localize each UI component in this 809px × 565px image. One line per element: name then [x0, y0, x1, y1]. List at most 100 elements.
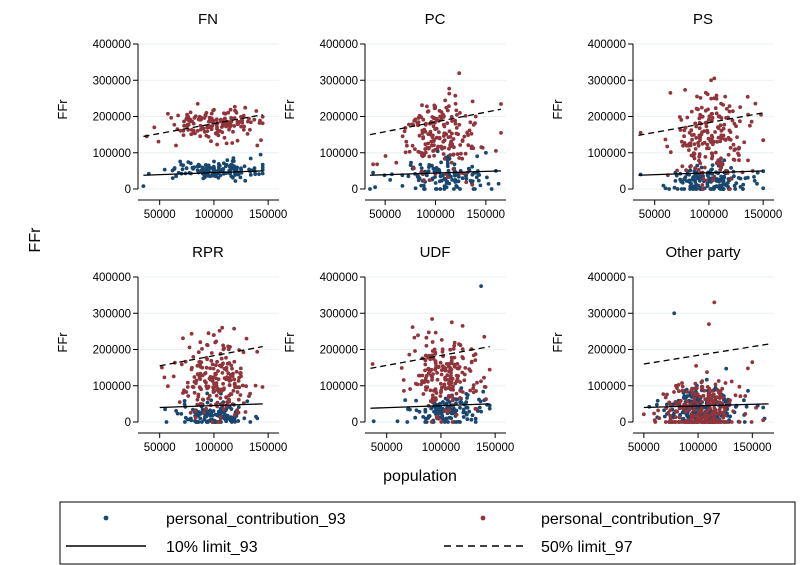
x-tick-label: 100000 [195, 209, 233, 221]
point-personal-contribution-97 [198, 365, 203, 369]
point-personal-contribution-93 [164, 420, 169, 424]
point-personal-contribution-97 [704, 416, 709, 421]
point-personal-contribution-93 [436, 167, 441, 172]
point-personal-contribution-97 [191, 131, 196, 136]
point-personal-contribution-93 [447, 156, 452, 161]
point-personal-contribution-97 [428, 388, 433, 393]
point-personal-contribution-97 [405, 143, 409, 148]
point-personal-contribution-93 [406, 174, 411, 179]
point-personal-contribution-93 [704, 377, 709, 382]
point-personal-contribution-97 [232, 377, 237, 382]
y-tick-label: 0 [620, 184, 626, 196]
point-personal-contribution-97 [248, 127, 252, 132]
point-personal-contribution-97 [208, 377, 213, 382]
point-personal-contribution-97 [221, 343, 226, 348]
point-personal-contribution-97 [426, 379, 430, 384]
point-personal-contribution-97 [226, 110, 231, 115]
point-personal-contribution-93 [248, 173, 253, 177]
point-personal-contribution-97 [716, 158, 721, 163]
point-personal-contribution-97 [710, 142, 715, 147]
point-personal-contribution-97 [499, 131, 503, 135]
y-tick-label: 200000 [588, 345, 626, 357]
point-personal-contribution-97 [229, 115, 234, 120]
point-personal-contribution-93 [442, 187, 447, 191]
point-personal-contribution-97 [451, 167, 456, 171]
point-personal-contribution-97 [243, 410, 248, 414]
point-personal-contribution-97 [723, 137, 727, 142]
point-personal-contribution-97 [425, 385, 430, 390]
point-personal-contribution-97 [714, 96, 719, 101]
point-personal-contribution-97 [705, 370, 709, 374]
point-personal-contribution-93 [680, 410, 685, 415]
point-personal-contribution-97 [408, 387, 412, 391]
point-personal-contribution-97 [710, 389, 714, 393]
point-personal-contribution-93 [682, 396, 687, 400]
x-tick-label: 150000 [249, 442, 287, 454]
point-personal-contribution-97 [427, 154, 432, 159]
point-personal-contribution-93 [190, 165, 195, 170]
point-personal-contribution-97 [453, 381, 458, 386]
point-personal-contribution-97 [673, 415, 678, 420]
point-personal-contribution-97 [215, 400, 220, 405]
point-personal-contribution-97 [216, 133, 221, 138]
point-personal-contribution-93 [734, 181, 739, 186]
point-personal-contribution-97 [727, 109, 732, 114]
point-personal-contribution-93 [444, 401, 449, 406]
point-personal-contribution-97 [186, 122, 191, 127]
point-personal-contribution-97 [429, 420, 434, 424]
y-tick-label: 100000 [588, 148, 626, 160]
point-personal-contribution-93 [260, 165, 265, 170]
point-personal-contribution-97 [460, 370, 465, 375]
x-tick-label: 50000 [371, 442, 403, 454]
point-personal-contribution-97 [473, 114, 478, 119]
point-personal-contribution-93 [248, 420, 253, 424]
point-personal-contribution-93 [705, 184, 710, 189]
point-personal-contribution-97 [709, 96, 714, 101]
x-tick-label: 150000 [467, 209, 505, 221]
point-personal-contribution-97 [253, 383, 258, 388]
point-personal-contribution-93 [230, 166, 235, 171]
point-personal-contribution-97 [232, 326, 237, 331]
point-personal-contribution-97 [457, 365, 462, 369]
point-personal-contribution-97 [749, 420, 754, 424]
point-personal-contribution-97 [229, 123, 233, 127]
point-personal-contribution-97 [699, 380, 704, 385]
point-personal-contribution-93 [741, 182, 746, 187]
point-personal-contribution-97 [668, 413, 673, 418]
point-personal-contribution-97 [689, 164, 693, 168]
point-personal-contribution-93 [755, 170, 760, 175]
point-personal-contribution-97 [444, 362, 449, 366]
y-tick-label: 400000 [320, 39, 358, 51]
point-personal-contribution-97 [439, 338, 444, 342]
point-personal-contribution-97 [702, 140, 707, 145]
point-personal-contribution-97 [235, 385, 239, 390]
point-personal-contribution-97 [439, 390, 443, 395]
point-personal-contribution-97 [420, 131, 425, 136]
point-personal-contribution-97 [731, 142, 736, 147]
point-personal-contribution-97 [673, 400, 678, 404]
point-personal-contribution-97 [726, 152, 731, 157]
point-personal-contribution-93 [408, 407, 412, 412]
common-x-label: population [383, 468, 457, 485]
point-personal-contribution-97 [471, 383, 476, 387]
point-personal-contribution-97 [460, 355, 465, 359]
point-personal-contribution-97 [214, 384, 219, 388]
point-personal-contribution-97 [727, 104, 732, 108]
point-personal-contribution-93 [672, 185, 677, 190]
point-personal-contribution-97 [197, 374, 202, 379]
point-personal-contribution-97 [412, 335, 417, 340]
panels: FN 0 100000 200000 300000 400000 50000 100000 15… [55, 11, 782, 454]
point-personal-contribution-93 [444, 181, 449, 186]
point-personal-contribution-97 [716, 379, 721, 383]
point-personal-contribution-97 [228, 373, 233, 377]
point-personal-contribution-97 [753, 101, 758, 106]
point-personal-contribution-93 [229, 407, 234, 411]
point-personal-contribution-97 [178, 128, 183, 133]
point-personal-contribution-97 [460, 390, 465, 394]
point-personal-contribution-93 [231, 159, 236, 164]
point-personal-contribution-97 [439, 385, 444, 390]
point-personal-contribution-97 [232, 116, 237, 120]
point-personal-contribution-97 [433, 350, 438, 355]
point-personal-contribution-97 [448, 153, 453, 157]
point-personal-contribution-93 [695, 175, 699, 180]
